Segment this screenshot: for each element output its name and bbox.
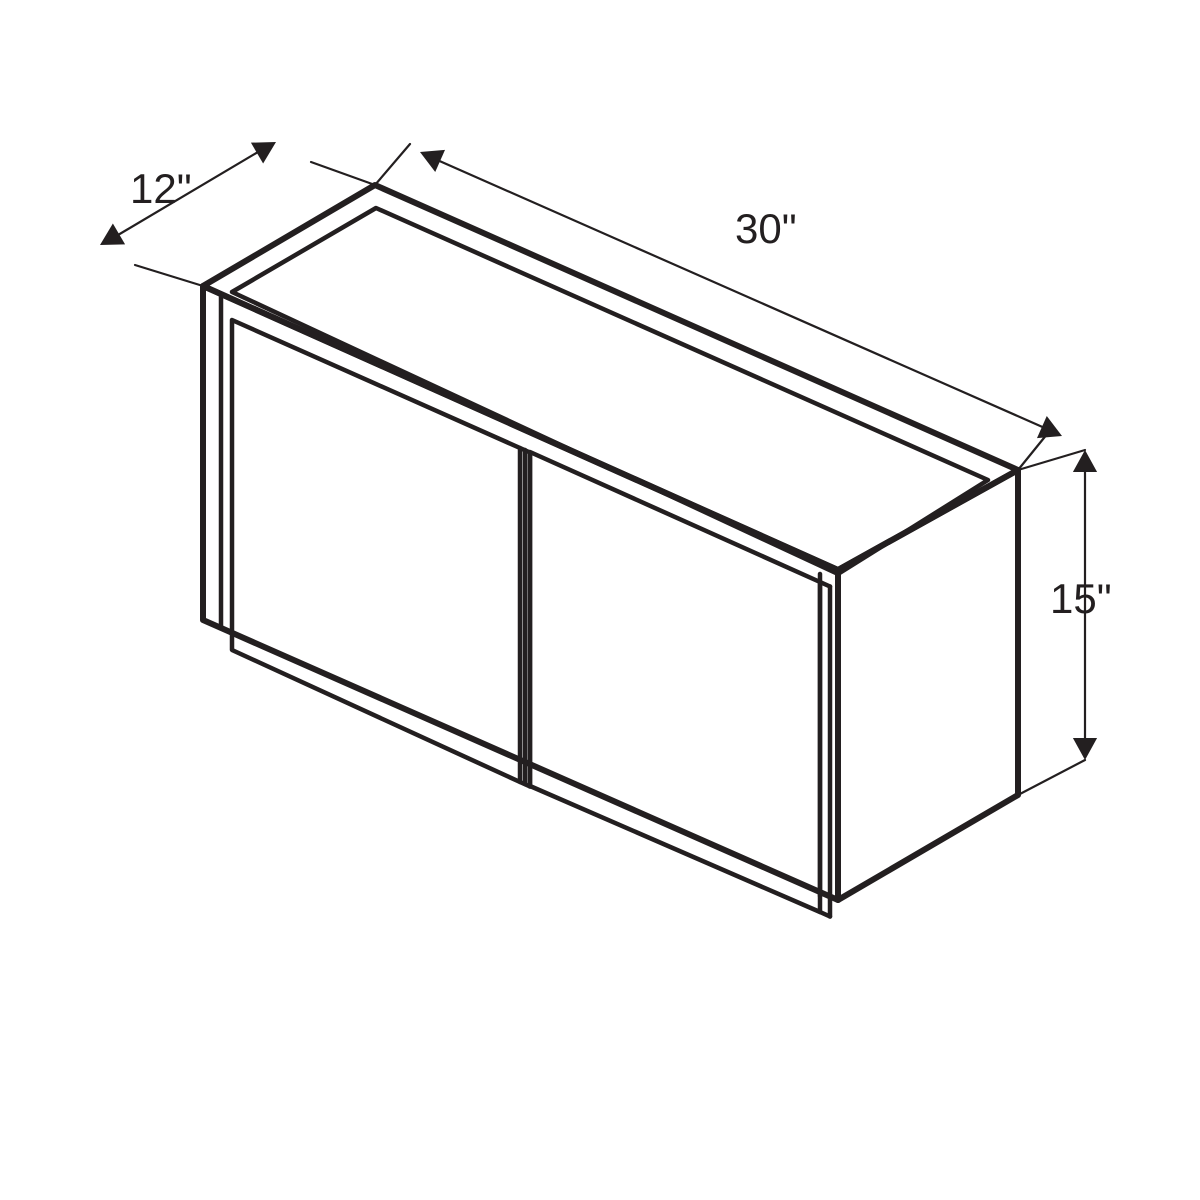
depth-label: 12" [130,165,192,213]
width-label: 30" [735,205,797,253]
height-label: 15" [1050,575,1112,623]
